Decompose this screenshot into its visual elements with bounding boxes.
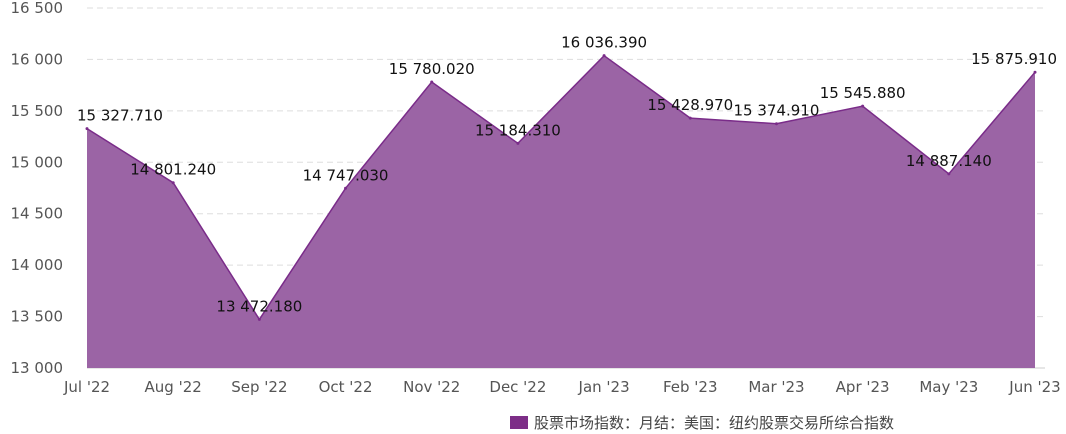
y-tick-label: 13 000 — [11, 359, 64, 377]
legend[interactable]: 股票市场指数：月结：美国：纽约股票交易所综合指数 — [510, 412, 894, 432]
y-tick-label: 14 000 — [11, 256, 64, 274]
data-point[interactable] — [688, 116, 692, 120]
y-tick-label: 16 000 — [11, 50, 64, 68]
data-label: 14 887.140 — [906, 152, 992, 170]
x-tick-label: Jan '23 — [578, 378, 630, 396]
data-label: 14 801.240 — [130, 161, 216, 179]
x-tick-label: Jun '23 — [1008, 378, 1060, 396]
data-point[interactable] — [861, 104, 865, 108]
x-tick-label: Oct '22 — [319, 378, 373, 396]
data-label: 15 428.970 — [647, 96, 733, 114]
legend-swatch — [510, 415, 528, 429]
data-point[interactable] — [257, 317, 261, 321]
data-point[interactable] — [430, 80, 434, 84]
x-axis-ticks: Jul '22 Aug '22 Sep '22 Oct '22 Nov '22 Dec '… — [63, 378, 1061, 396]
data-point[interactable] — [344, 186, 348, 190]
data-point[interactable] — [1033, 70, 1037, 74]
y-tick-label: 16 500 — [11, 0, 64, 17]
data-label: 15 875.910 — [971, 50, 1057, 68]
data-label: 15 184.310 — [475, 121, 561, 139]
series-line — [86, 54, 1036, 321]
data-point[interactable] — [947, 172, 951, 176]
y-tick-label: 14 500 — [11, 205, 64, 223]
x-tick-label: Nov '22 — [403, 378, 460, 396]
data-label: 15 780.020 — [389, 60, 475, 78]
y-tick-label: 13 500 — [11, 308, 64, 326]
area-fill — [87, 55, 1035, 368]
data-label: 13 472.180 — [216, 297, 302, 315]
data-point[interactable] — [85, 127, 89, 131]
data-label: 15 545.880 — [820, 84, 906, 102]
y-tick-label: 15 500 — [11, 102, 64, 120]
x-tick-label: Aug '22 — [145, 378, 202, 396]
data-point[interactable] — [516, 141, 520, 145]
data-point[interactable] — [774, 122, 778, 126]
x-tick-label: Mar '23 — [748, 378, 804, 396]
x-tick-label: Apr '23 — [836, 378, 890, 396]
data-label: 16 036.390 — [561, 34, 647, 52]
x-tick-label: Sep '22 — [231, 378, 287, 396]
legend-label: 股票市场指数：月结：美国：纽约股票交易所综合指数 — [534, 413, 895, 432]
data-label: 15 327.710 — [77, 107, 163, 125]
data-label: 14 747.030 — [303, 166, 389, 184]
x-tick-label: May '23 — [919, 378, 978, 396]
data-label: 15 374.910 — [734, 102, 820, 120]
x-tick-label: Feb '23 — [663, 378, 718, 396]
y-axis-ticks: 13 000 13 500 14 000 14 500 15 000 15 500 16 0… — [11, 0, 64, 377]
x-tick-label: Dec '22 — [489, 378, 546, 396]
series-area — [85, 54, 1037, 368]
data-labels: 15 327.710 14 801.240 13 472.180 14 747.030… — [77, 34, 1057, 316]
data-point[interactable] — [171, 181, 175, 185]
data-point[interactable] — [602, 54, 606, 58]
y-tick-label: 15 000 — [11, 153, 64, 171]
x-tick-label: Jul '22 — [63, 378, 110, 396]
